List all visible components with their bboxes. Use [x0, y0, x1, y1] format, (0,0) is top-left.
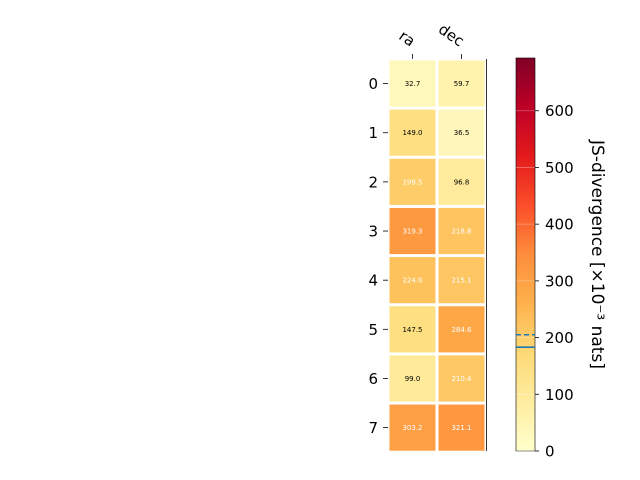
cell-value-label: 59.7: [454, 80, 470, 88]
row-tick-label: 4: [368, 272, 378, 290]
heatmap-cell: [438, 109, 485, 156]
cell-value-label: 99.0: [405, 375, 421, 383]
heatmap-cell: [438, 60, 485, 107]
colorbar-frame: [515, 57, 536, 452]
cell-value-label: 215.1: [451, 277, 471, 285]
row-tick-label: 3: [368, 223, 378, 241]
row-tick-label: 7: [368, 419, 378, 437]
heatmap-cell: [438, 355, 485, 402]
colorbar-tick-label: 500: [545, 159, 574, 177]
heatmap-cell: [438, 306, 485, 353]
row-tick-label: 2: [368, 173, 378, 191]
cell-value-label: 303.2: [402, 424, 422, 432]
cell-value-label: 149.0: [402, 129, 422, 137]
cell-value-label: 147.5: [402, 326, 422, 334]
heatmap-cell: [389, 158, 436, 205]
heatmap-cell: [438, 158, 485, 205]
cell-value-label: 224.0: [402, 277, 422, 285]
row-tick-label: 0: [368, 75, 378, 93]
colorbar: 0 100 200 300 400 500 600 JS-divergence [×10⁻³ …: [515, 57, 607, 461]
heatmap-cells: 32.7 59.7 149.0 36.5 199.5 96.8 319.3 218.8 224.…: [389, 60, 485, 451]
colorbar-tick-label: 0: [545, 443, 555, 461]
colorbar-tick-label: 300: [545, 272, 574, 290]
cell-value-label: 210.4: [451, 375, 472, 383]
colorbar-tick-label: 600: [545, 102, 574, 120]
heatmap-cell: [438, 257, 485, 304]
cell-value-label: 284.6: [451, 326, 472, 334]
heatmap-cell: [389, 404, 436, 451]
cell-value-label: 36.5: [454, 129, 470, 137]
cell-value-label: 96.8: [454, 178, 470, 186]
column-tick-label: ra: [396, 27, 419, 51]
colorbar-gradient: [516, 58, 535, 451]
heatmap-cell: [438, 404, 485, 451]
heatmap-cell: [389, 306, 436, 353]
row-tick-label: 5: [368, 321, 378, 339]
column-tick-label: dec: [435, 20, 467, 50]
heatmap-cell: [389, 60, 436, 107]
heatmap-cell: [389, 207, 436, 255]
heatmap-cell: [389, 257, 436, 304]
cell-value-label: 319.3: [402, 228, 422, 236]
heatmap-cell: [438, 207, 485, 255]
cell-value-label: 321.1: [451, 424, 471, 432]
row-tick-label: 1: [368, 124, 378, 142]
cell-value-label: 32.7: [405, 80, 421, 88]
colorbar-tick-label: 100: [545, 386, 574, 404]
colorbar-label: JS-divergence [×10⁻³ nats]: [587, 139, 607, 369]
cell-value-label: 199.5: [402, 178, 422, 186]
colorbar-tick-label: 400: [545, 216, 574, 234]
colorbar-tick-label: 200: [545, 329, 574, 347]
cell-value-label: 218.8: [451, 228, 471, 236]
heatmap-cell: [389, 355, 436, 402]
heatmap-cell: [389, 109, 436, 156]
row-tick-label: 6: [368, 370, 378, 388]
